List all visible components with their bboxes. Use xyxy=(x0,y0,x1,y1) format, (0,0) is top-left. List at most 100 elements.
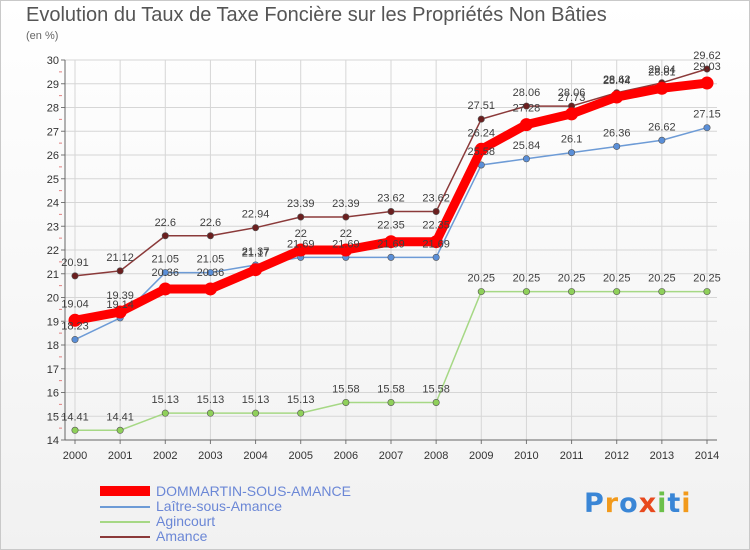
data-point-agincourt-2000 xyxy=(71,426,79,434)
data-point-agincourt-2014 xyxy=(703,288,711,296)
data-point-laitre-2003 xyxy=(206,269,214,277)
x-tick-label-2000: 2000 xyxy=(63,450,87,462)
x-tick-label-2007: 2007 xyxy=(379,450,403,462)
legend-label-laitre: Laître-sous-Amance xyxy=(156,498,283,514)
legend-label-amance: Amance xyxy=(156,528,208,544)
data-label-amance-2003: 22.6 xyxy=(200,217,221,229)
data-label-dommartin-2000: 19.04 xyxy=(61,298,89,310)
data-label-amance-2012: 28.62 xyxy=(603,74,631,86)
data-point-laitre-2000 xyxy=(71,336,79,344)
data-label-dommartin-2004: 21.17 xyxy=(242,248,270,260)
y-tick-label-22: 22 xyxy=(47,245,59,257)
data-point-laitre-2007 xyxy=(387,253,395,261)
x-tick-label-2002: 2002 xyxy=(153,450,177,462)
data-label-laitre-2001: 19.14 xyxy=(106,299,134,311)
x-tick-label-2009: 2009 xyxy=(469,450,493,462)
data-point-amance-2002 xyxy=(161,232,169,240)
y-tick-label-17: 17 xyxy=(47,364,59,376)
data-point-dommartin-2009 xyxy=(474,142,488,156)
legend: DOMMARTIN-SOUS-AMANCE Laître-sous-Amance… xyxy=(100,484,420,544)
data-point-agincourt-2005 xyxy=(297,409,305,417)
data-point-dommartin-2007 xyxy=(384,235,398,249)
data-point-dommartin-2004 xyxy=(249,263,263,277)
data-label-laitre-2014: 27.15 xyxy=(693,109,721,121)
y-tick-label-28: 28 xyxy=(47,103,59,115)
data-point-dommartin-2014 xyxy=(700,76,714,90)
data-label-dommartin-2013: 28.81 xyxy=(648,66,676,78)
data-point-dommartin-2002 xyxy=(158,282,172,296)
data-label-agincourt-2003: 15.13 xyxy=(197,394,225,406)
data-label-laitre-2006: 21.69 xyxy=(332,238,360,250)
data-label-agincourt-2013: 20.25 xyxy=(648,273,676,285)
data-point-dommartin-2010 xyxy=(519,118,533,132)
data-label-laitre-2000: 18.23 xyxy=(61,321,89,333)
data-label-amance-2000: 20.91 xyxy=(61,257,89,269)
data-label-laitre-2007: 21.69 xyxy=(377,238,405,250)
data-point-dommartin-2005 xyxy=(294,243,308,257)
data-label-laitre-2011: 26.1 xyxy=(561,134,582,146)
data-label-laitre-2010: 25.84 xyxy=(513,140,541,152)
y-tick-label-23: 23 xyxy=(47,221,59,233)
data-point-laitre-2002 xyxy=(161,269,169,277)
x-tick-label-2006: 2006 xyxy=(334,450,358,462)
y-tick-label-19: 19 xyxy=(47,316,59,328)
data-point-agincourt-2007 xyxy=(387,398,395,406)
logo-letter: r xyxy=(604,488,620,519)
y-tick-label-16: 16 xyxy=(47,388,59,400)
data-point-laitre-2013 xyxy=(658,136,666,144)
y-tick-label-25: 25 xyxy=(47,174,59,186)
data-label-dommartin-2008: 22.35 xyxy=(422,220,450,232)
data-label-dommartin-2007: 22.35 xyxy=(377,220,405,232)
logo-letter: i xyxy=(681,488,692,519)
data-point-agincourt-2008 xyxy=(432,398,440,406)
data-label-dommartin-2014: 29.03 xyxy=(693,61,721,73)
logo-letter: i xyxy=(657,488,668,519)
data-point-agincourt-2001 xyxy=(116,426,124,434)
data-label-agincourt-2012: 20.25 xyxy=(603,273,631,285)
data-point-agincourt-2013 xyxy=(658,288,666,296)
y-tick-label-26: 26 xyxy=(47,150,59,162)
legend-item-dommartin: DOMMARTIN-SOUS-AMANCE xyxy=(100,484,420,499)
data-label-amance-2013: 29.04 xyxy=(648,64,676,76)
data-point-dommartin-2013 xyxy=(655,81,669,95)
data-point-laitre-2008 xyxy=(432,253,440,261)
data-label-amance-2004: 22.94 xyxy=(242,209,270,221)
data-label-amance-2009: 27.51 xyxy=(468,100,496,112)
data-point-dommartin-2000 xyxy=(68,313,82,327)
data-label-amance-2006: 23.39 xyxy=(332,198,360,210)
logo-letter: o xyxy=(619,488,639,519)
data-labels: 19.04 19.39 20.36 20.36 21.17 22 22 22.35 22.35 2… xyxy=(61,50,721,423)
data-label-dommartin-2010: 27.28 xyxy=(513,103,541,115)
x-tick-label-2004: 2004 xyxy=(243,450,267,462)
legend-item-laitre: Laître-sous-Amance xyxy=(100,499,420,514)
proxiti-logo: Proxiti xyxy=(584,488,692,519)
y-tick-label-29: 29 xyxy=(47,79,59,91)
data-label-laitre-2005: 21.69 xyxy=(287,238,315,250)
y-tick-label-15: 15 xyxy=(47,411,59,423)
y-tick-label-18: 18 xyxy=(47,340,59,352)
data-label-amance-2005: 23.39 xyxy=(287,198,315,210)
data-label-laitre-2013: 26.62 xyxy=(648,121,676,133)
data-label-dommartin-2001: 19.39 xyxy=(106,290,134,302)
data-point-laitre-2010 xyxy=(522,155,530,163)
data-label-agincourt-2009: 20.25 xyxy=(468,273,496,285)
data-point-laitre-2011 xyxy=(568,149,576,157)
data-label-agincourt-2006: 15.58 xyxy=(332,383,360,395)
data-label-dommartin-2009: 26.24 xyxy=(468,127,496,139)
chart-title: Evolution du Taux de Taxe Foncière sur l… xyxy=(26,4,607,26)
data-label-dommartin-2011: 27.73 xyxy=(558,92,586,104)
data-label-agincourt-2010: 20.25 xyxy=(513,273,541,285)
data-label-laitre-2009: 25.58 xyxy=(468,146,496,158)
data-point-dommartin-2011 xyxy=(565,107,579,121)
logo-letter: t xyxy=(667,488,682,519)
data-point-amance-2007 xyxy=(387,208,395,216)
data-label-dommartin-2012: 28.44 xyxy=(603,75,631,87)
y-tick-label-20: 20 xyxy=(47,293,59,305)
data-point-amance-2014 xyxy=(703,65,711,73)
data-label-amance-2001: 21.12 xyxy=(106,252,134,264)
logo-letter: P xyxy=(584,488,605,519)
data-label-amance-2008: 23.62 xyxy=(422,193,450,205)
legend-swatch-amance xyxy=(100,536,150,538)
data-point-agincourt-2012 xyxy=(613,288,621,296)
